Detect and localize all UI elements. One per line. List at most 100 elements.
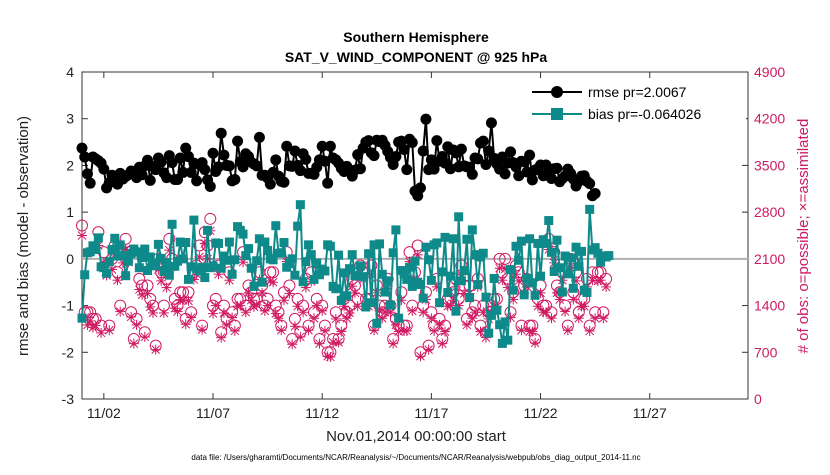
bias-point (173, 256, 183, 266)
bias-point (563, 269, 573, 279)
obs-assimilated-marker (401, 325, 412, 336)
rmse-point (180, 142, 192, 154)
bias-point (514, 255, 524, 265)
obs-assimilated-marker (180, 319, 191, 330)
bias-point (465, 293, 475, 303)
obs-assimilated-marker (497, 275, 508, 286)
bias-point (123, 256, 133, 266)
bias-point (445, 271, 455, 281)
left-tick-label: 1 (66, 204, 74, 220)
bias-point (80, 270, 90, 280)
bias-point (200, 273, 210, 283)
obs-assimilated-marker (104, 325, 115, 336)
obs-assimilated-marker (573, 313, 584, 324)
bias-point (320, 266, 330, 276)
obs-assimilated-marker (115, 306, 126, 317)
bias-point (334, 250, 344, 260)
legend-bias-marker (551, 108, 563, 120)
obs-assimilated-marker (407, 305, 418, 316)
bias-point (355, 261, 365, 271)
left-tick-label: -3 (62, 391, 75, 407)
bias-point (358, 272, 368, 282)
rmse-point (79, 151, 91, 163)
bias-point (375, 239, 385, 249)
obs-assimilated-marker (336, 326, 347, 337)
right-tick-label: 4200 (754, 111, 785, 127)
obs-assimilated-marker (415, 351, 426, 362)
bias-point (263, 245, 273, 255)
bias-point (478, 248, 488, 258)
rmse-point (281, 140, 293, 152)
left-y-ticks: 4 3 2 1 0 -1 -2 -3 (62, 64, 88, 407)
bias-point (596, 257, 606, 267)
bias-point (159, 266, 169, 276)
rmse-point (363, 135, 375, 147)
bias-point (107, 245, 117, 255)
obs-assimilated-marker (309, 313, 320, 324)
rmse-point (199, 164, 211, 176)
bias-point (405, 262, 415, 272)
rmse-point (161, 172, 173, 184)
bias-point (574, 261, 584, 271)
bias-point (582, 287, 592, 297)
bias-point (238, 229, 248, 239)
bias-point (489, 273, 499, 283)
bias-point (421, 242, 431, 252)
bias-point (153, 239, 163, 249)
bias-point (486, 310, 496, 320)
left-tick-label: 4 (66, 64, 74, 80)
obs-assimilated-marker (516, 325, 527, 336)
obs-assimilated-marker (418, 307, 429, 318)
rmse-point (406, 137, 418, 149)
rmse-point (300, 153, 312, 165)
bias-point (181, 238, 191, 248)
obs-assimilated-marker (393, 326, 404, 337)
bias-point (511, 241, 521, 251)
obs-assimilated-marker (172, 306, 183, 317)
bias-point (604, 251, 614, 261)
right-tick-label: 2800 (754, 204, 785, 220)
bias-series (77, 200, 614, 348)
x-tick-label: 11/22 (524, 405, 558, 421)
bias-point (298, 277, 308, 287)
bias-point (276, 248, 286, 258)
rmse-point (368, 150, 380, 162)
bias-point (571, 242, 581, 252)
rmse-point (425, 154, 437, 166)
bias-point (222, 255, 232, 265)
obs-assimilated-marker (137, 289, 148, 300)
bias-point (268, 255, 278, 265)
bias-point (347, 250, 357, 260)
rmse-point (155, 156, 167, 168)
obs-assimilated-marker (259, 305, 270, 316)
bias-point (121, 271, 131, 281)
data-file-footer: data file: /Users/gharamti/Documents/NCA… (191, 453, 640, 462)
bias-point (473, 280, 483, 290)
rmse-point (207, 147, 219, 159)
rmse-point (204, 180, 216, 192)
bias-point (552, 235, 562, 245)
bias-point (585, 204, 595, 214)
obs-assimilated-marker (227, 312, 238, 323)
obs-assimilated-marker (216, 332, 227, 343)
obs-assimilated-marker (147, 307, 158, 318)
rmse-point (237, 161, 249, 173)
rmse-point (232, 135, 244, 147)
obs-assimilated-marker (388, 338, 399, 349)
bias-point (197, 262, 207, 272)
bias-point (203, 225, 213, 235)
rmse-point (136, 169, 148, 181)
bias-point (492, 305, 502, 315)
x-tick-label: 11/17 (414, 405, 448, 421)
rmse-point (98, 163, 110, 175)
rmse-point (480, 158, 492, 170)
obs-assimilated-marker (562, 325, 573, 336)
bias-point (481, 292, 491, 302)
bias-point (366, 298, 376, 308)
bias-point (312, 258, 322, 268)
bias-point (462, 234, 472, 244)
obs-assimilated-marker (341, 313, 352, 324)
obs-assimilated-marker (268, 277, 279, 288)
obs-assimilated-marker (77, 230, 87, 241)
